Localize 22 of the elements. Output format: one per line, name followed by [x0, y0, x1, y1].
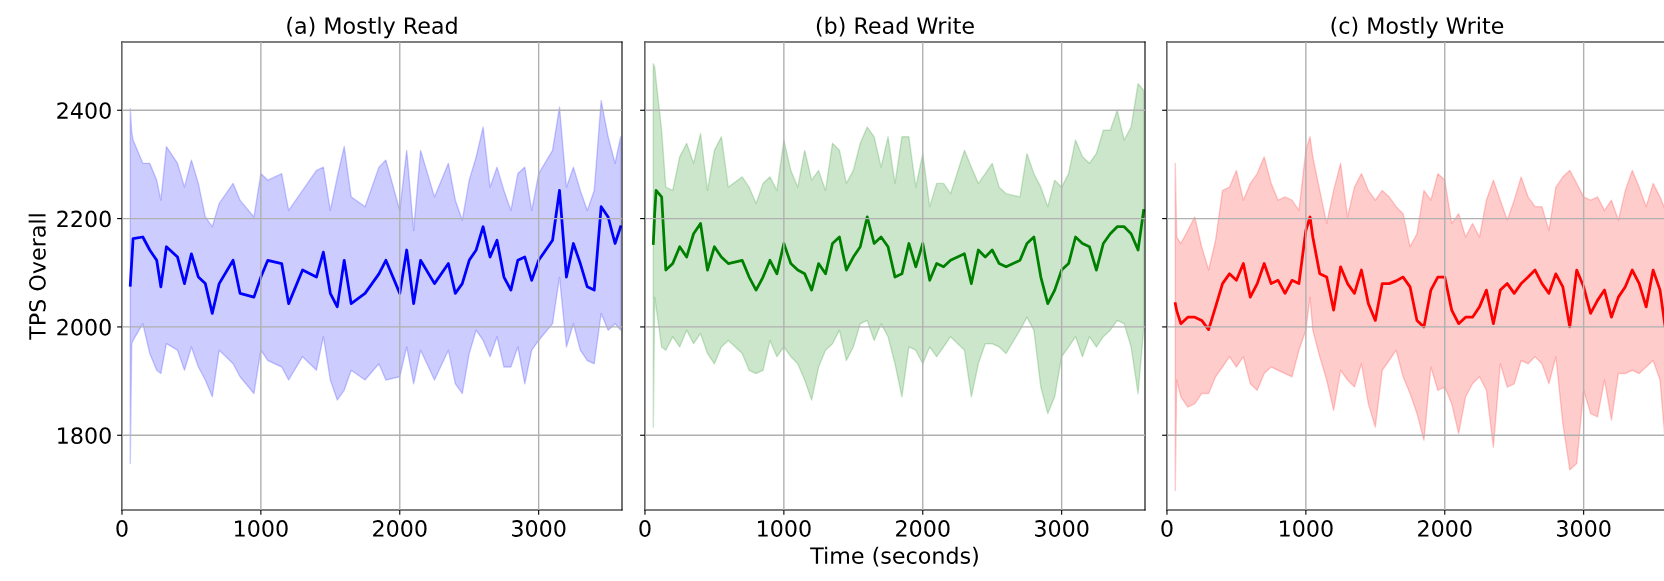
y-tick-label: 2000	[57, 318, 111, 336]
x-tick-label: 1000	[1280, 520, 1333, 537]
y-tick-label: 1800	[58, 427, 111, 445]
x-tick-label: 1000	[235, 520, 288, 537]
x-tick-label: 3000	[512, 520, 566, 537]
x-tick-label: 2000	[373, 520, 427, 537]
chart-title: (c) Mostly Write	[1331, 16, 1504, 39]
x-tick-label: 0	[1161, 520, 1173, 537]
y-tick-label: 2200	[57, 210, 111, 228]
x-tick-label: 0	[639, 520, 651, 537]
x-tick-label: 3000	[1035, 520, 1089, 537]
x-tick-label: 2000	[896, 520, 950, 537]
chart-title: (a) Mostly Read	[287, 16, 457, 39]
x-axis-title: Time (seconds)	[810, 546, 978, 567]
x-tick-label: 1000	[758, 520, 811, 537]
y-axis-title: TPS Overall	[28, 214, 46, 340]
x-tick-label: 2000	[1418, 520, 1472, 537]
x-tick-label: 0	[116, 520, 128, 537]
x-tick-label: 3000	[1557, 520, 1611, 537]
chart-title: (b) Read Write	[816, 16, 974, 37]
line-series	[128, 189, 622, 315]
y-tick-label: 2400	[57, 102, 111, 120]
